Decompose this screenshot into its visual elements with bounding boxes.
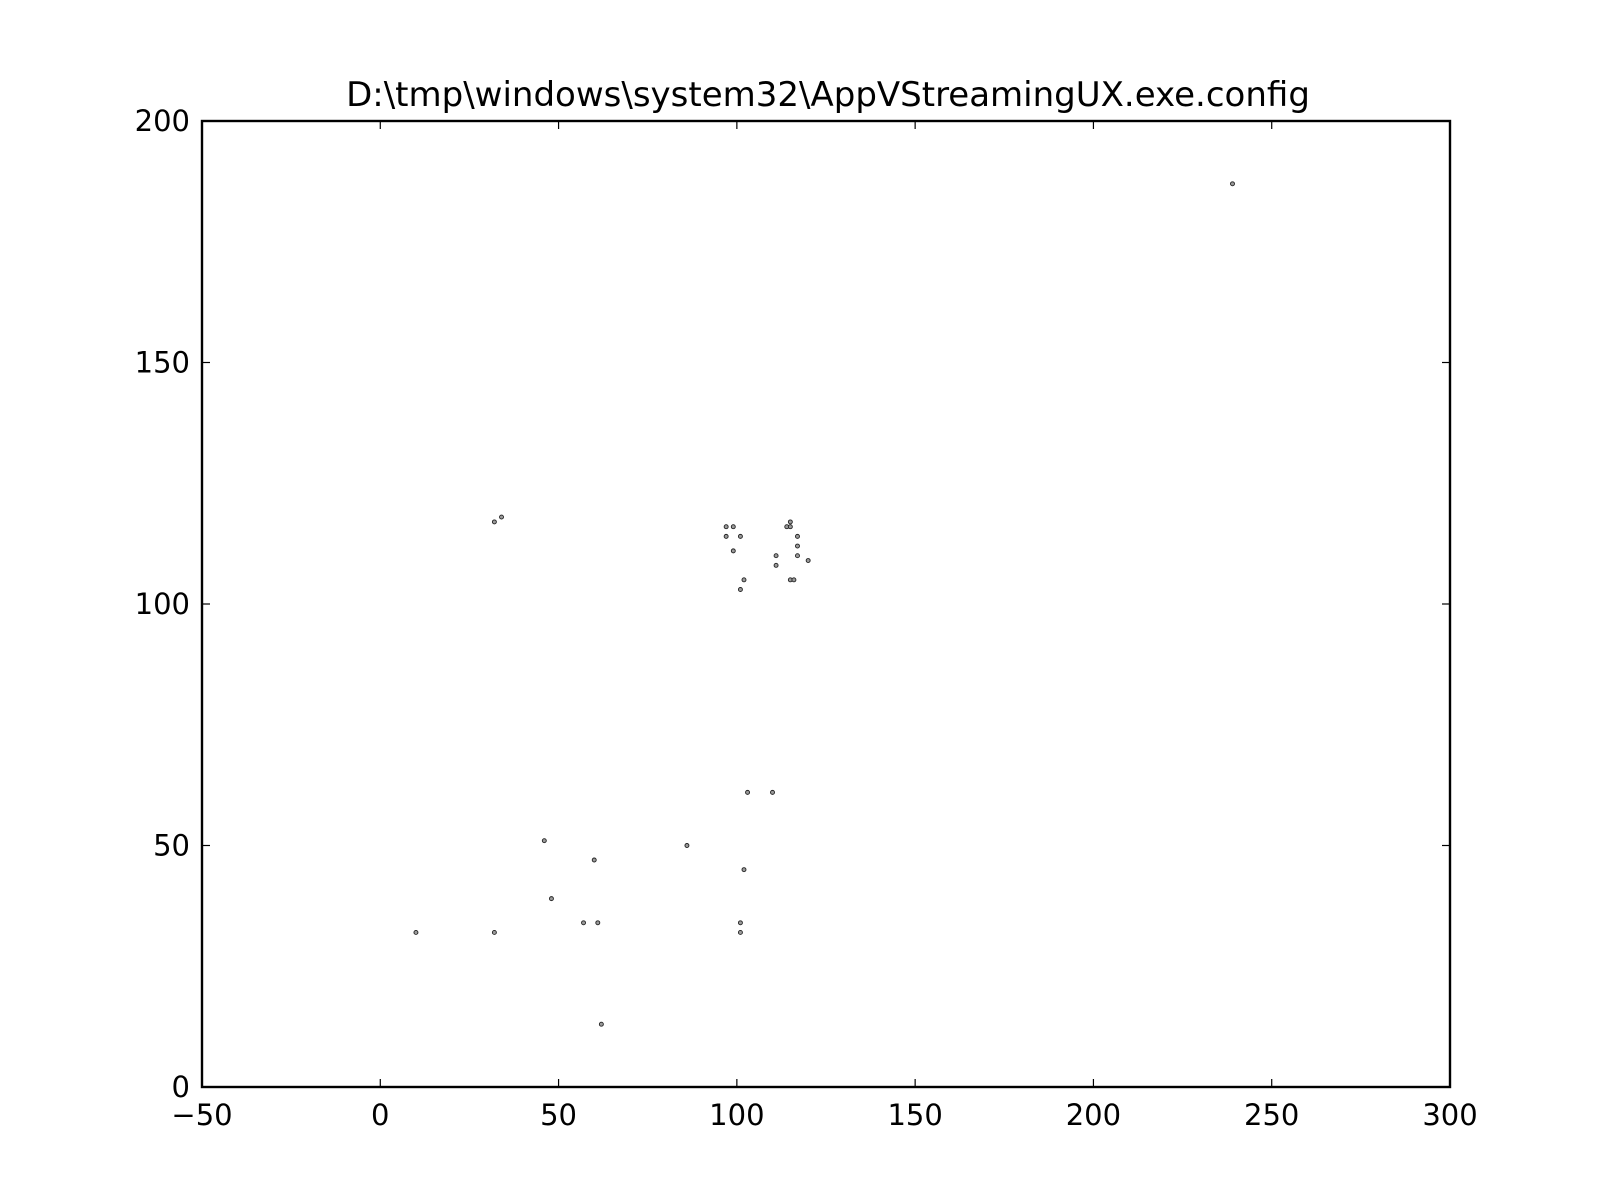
x-tick-label-2: 50: [540, 1098, 577, 1132]
data-point-13: [787, 524, 793, 530]
data-point-17: [795, 553, 800, 559]
plot-frame: [200, 119, 1452, 1089]
y-tick-label-3: 150: [135, 346, 190, 380]
x-tick-label-3: 100: [709, 1098, 764, 1132]
axis-ticks: [201, 120, 1451, 1088]
data-point-32: [413, 929, 419, 935]
data-point-2: [499, 514, 504, 520]
data-point-6: [737, 533, 743, 539]
x-tick-label-1: 0: [371, 1098, 389, 1132]
y-tick-label-2: 100: [135, 587, 190, 621]
data-point-23: [541, 838, 547, 844]
chart-title: D:\tmp\windows\system32\AppVStreamingUX.…: [346, 75, 1310, 115]
y-tick-label-1: 50: [153, 829, 190, 863]
data-point-33: [491, 929, 497, 935]
y-tick-label-4: 200: [135, 104, 190, 138]
data-point-3: [723, 524, 729, 530]
data-point-10: [773, 553, 779, 559]
x-tick-label-0: −50: [171, 1098, 232, 1132]
data-point-16: [795, 543, 800, 549]
x-tick-label-4: 150: [887, 1098, 942, 1132]
data-point-29: [595, 920, 601, 926]
x-tick-label-5: 200: [1066, 1098, 1121, 1132]
data-point-1: [491, 519, 497, 525]
data-point-7: [730, 548, 736, 554]
data-point-8: [741, 577, 747, 583]
data-point-24: [684, 843, 690, 848]
data-points: [413, 181, 1235, 1027]
data-point-30: [737, 920, 743, 926]
data-point-20: [791, 577, 797, 583]
data-point-4: [730, 524, 736, 530]
data-point-5: [723, 533, 729, 539]
data-point-34: [598, 1021, 604, 1027]
x-tick-label-7: 300: [1422, 1098, 1477, 1132]
data-point-9: [737, 587, 743, 592]
data-point-25: [591, 857, 597, 863]
x-tick-label-6: 250: [1244, 1098, 1299, 1132]
data-point-11: [773, 562, 779, 568]
data-point-27: [548, 896, 554, 902]
y-tick-label-0: 0: [172, 1070, 190, 1104]
data-point-14: [787, 519, 793, 525]
data-point-31: [737, 929, 743, 935]
data-point-0: [1230, 181, 1235, 187]
data-point-28: [581, 920, 586, 926]
data-point-15: [795, 533, 800, 539]
data-point-21: [745, 789, 751, 795]
data-point-22: [770, 789, 775, 795]
data-point-18: [805, 558, 811, 563]
data-point-26: [741, 867, 747, 873]
